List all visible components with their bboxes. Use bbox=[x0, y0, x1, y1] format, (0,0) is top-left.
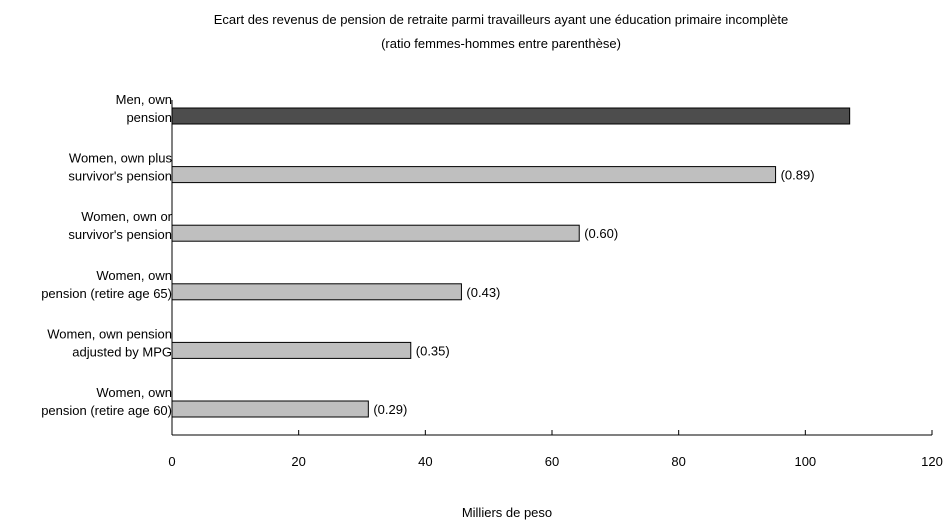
ratio-label: (0.43) bbox=[466, 285, 500, 300]
ratio-label: (0.35) bbox=[416, 343, 450, 358]
bar bbox=[171, 224, 580, 242]
bar bbox=[171, 400, 369, 418]
bar bbox=[171, 166, 777, 184]
category-label: pension (retire age 60) bbox=[41, 403, 172, 418]
category-label: adjusted by MPG bbox=[72, 344, 172, 359]
x-axis: 0 20 40 60 80 100 120 bbox=[168, 100, 943, 469]
category-label: Women, own plus bbox=[69, 151, 173, 166]
chart-subtitle: (ratio femmes-hommes entre parenthèse) bbox=[381, 36, 621, 51]
category-label: Women, own or bbox=[81, 209, 172, 224]
x-tick-label: 20 bbox=[291, 454, 305, 469]
category-label: Women, own bbox=[96, 385, 172, 400]
chart-title: Ecart des revenus de pension de retraite… bbox=[214, 12, 788, 27]
ratio-label: (0.60) bbox=[584, 226, 618, 241]
x-tick-label: 100 bbox=[794, 454, 816, 469]
bar bbox=[171, 107, 851, 125]
ratio-label: (0.89) bbox=[781, 168, 815, 183]
x-tick-label: 40 bbox=[418, 454, 432, 469]
x-tick-label: 120 bbox=[921, 454, 943, 469]
x-tick-label: 60 bbox=[545, 454, 559, 469]
category-label: survivor's pension bbox=[68, 169, 172, 184]
ratio-label: (0.29) bbox=[373, 402, 407, 417]
bar bbox=[171, 283, 462, 301]
category-label: Women, own bbox=[96, 268, 172, 283]
category-label: pension (retire age 65) bbox=[41, 286, 172, 301]
x-axis-label: Milliers de peso bbox=[462, 505, 552, 520]
bars-group: Men, own pension Women, own plus survivor's… bbox=[41, 92, 851, 418]
category-label: survivor's pension bbox=[68, 227, 172, 242]
x-tick-label: 0 bbox=[168, 454, 175, 469]
category-label: Men, own bbox=[116, 92, 172, 107]
category-label: Women, own pension bbox=[47, 326, 172, 341]
x-tick-label: 80 bbox=[671, 454, 685, 469]
category-label: pension bbox=[126, 110, 172, 125]
bar bbox=[171, 341, 412, 359]
